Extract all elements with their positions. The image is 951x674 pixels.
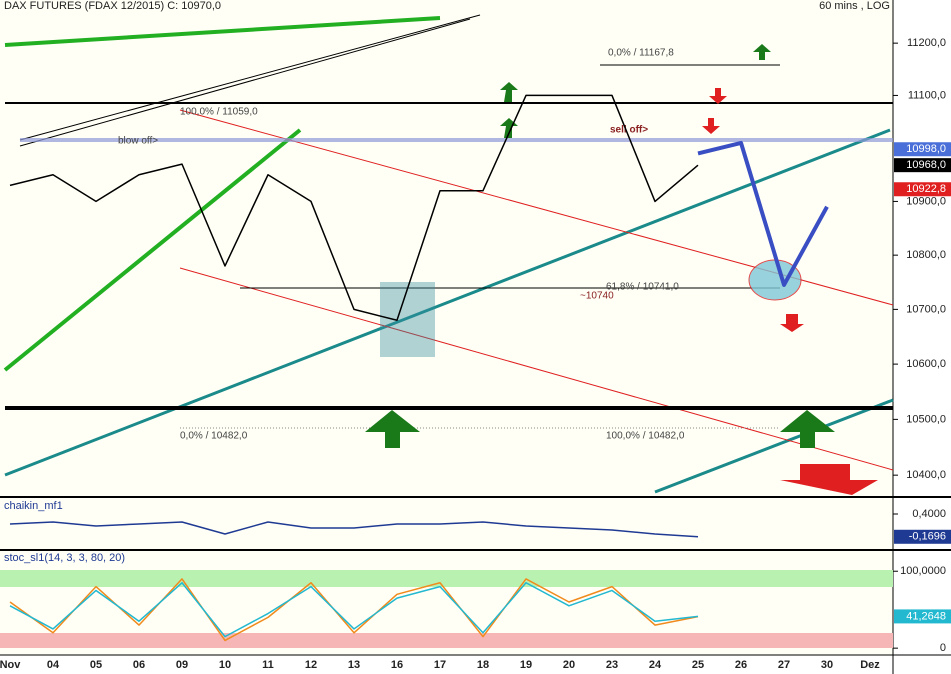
series-line bbox=[697, 140, 829, 287]
panel-title: chaikin_mf1 bbox=[4, 500, 63, 512]
annotation: 100,0% / 11059,0 bbox=[180, 107, 258, 118]
series-line bbox=[9, 521, 699, 538]
x-tick-label: 16 bbox=[391, 659, 403, 671]
trend-line bbox=[4, 128, 891, 477]
y-tick-label: 11100,0 bbox=[908, 89, 946, 101]
x-tick-label: 24 bbox=[649, 659, 662, 671]
x-tick-label: 23 bbox=[606, 659, 618, 671]
annotation: 100,0% / 10482,0 bbox=[606, 431, 685, 442]
arrow-down bbox=[702, 118, 720, 134]
price-label-box bbox=[894, 142, 951, 157]
x-tick-label: 04 bbox=[47, 659, 60, 671]
x-tick-label: 17 bbox=[434, 659, 446, 671]
price-label-box bbox=[894, 158, 951, 173]
x-tick-label: 05 bbox=[90, 659, 102, 671]
x-tick-label: 30 bbox=[821, 659, 833, 671]
x-tick-label: 11 bbox=[262, 659, 274, 671]
y-tick-label: 10500,0 bbox=[906, 413, 946, 425]
annotation: 0,0% / 10482,0 bbox=[180, 431, 248, 442]
x-tick-label: 12 bbox=[305, 659, 317, 671]
price-label: 10922,8 bbox=[906, 183, 946, 195]
axis-background bbox=[893, 0, 951, 674]
y-tick-label: 10900,0 bbox=[906, 195, 946, 207]
price-label-box bbox=[894, 609, 951, 624]
arrow-down bbox=[709, 88, 727, 104]
zone bbox=[380, 282, 435, 357]
arrow-up bbox=[365, 410, 420, 448]
trend-line bbox=[654, 398, 894, 494]
annotation: ~10740 bbox=[580, 291, 614, 302]
y-tick-label: 0 bbox=[940, 642, 946, 654]
x-tick-label: 25 bbox=[692, 659, 704, 671]
arrow-down bbox=[780, 314, 804, 332]
x-tick-label: 10 bbox=[219, 659, 231, 671]
x-tick-label: 18 bbox=[477, 659, 489, 671]
y-tick-label: 11200,0 bbox=[907, 37, 946, 49]
y-tick-label: 100,0000 bbox=[900, 565, 946, 577]
overbought-band bbox=[0, 570, 893, 587]
x-tick-label: Dez bbox=[860, 659, 880, 671]
price-label-box bbox=[894, 182, 951, 197]
drawings bbox=[3, 14, 894, 495]
chart-title: DAX FUTURES (FDAX 12/2015) C: 10970,0 bbox=[4, 0, 221, 12]
series-line bbox=[9, 582, 699, 638]
arrow-up bbox=[780, 410, 835, 448]
arrow-up bbox=[500, 82, 518, 102]
series-line bbox=[9, 94, 699, 322]
arrow-up bbox=[753, 44, 771, 60]
trend-line bbox=[3, 128, 302, 372]
plot-background bbox=[0, 0, 893, 655]
panel-title: stoc_sl1(14, 3, 3, 80, 20) bbox=[4, 552, 125, 564]
x-tick-label: 06 bbox=[133, 659, 145, 671]
x-tick-label: 26 bbox=[735, 659, 747, 671]
price-label: -0,1696 bbox=[909, 531, 946, 543]
x-tick-label: 19 bbox=[520, 659, 532, 671]
arrow-down bbox=[780, 464, 878, 495]
y-tick-label: 10400,0 bbox=[906, 469, 946, 481]
annotation: 0,0% / 11167,8 bbox=[608, 48, 674, 59]
x-tick-label: 20 bbox=[563, 659, 575, 671]
x-tick-label: 27 bbox=[778, 659, 790, 671]
annotation: blow off> bbox=[118, 136, 158, 147]
y-tick-label: 10700,0 bbox=[906, 303, 946, 315]
x-tick-label: Nov bbox=[0, 659, 21, 671]
x-tick-label: 13 bbox=[348, 659, 360, 671]
price-label: 10998,0 bbox=[906, 143, 946, 155]
channel-line bbox=[179, 267, 894, 471]
trend-line bbox=[19, 18, 471, 147]
y-tick-label: 10600,0 bbox=[906, 358, 946, 370]
y-tick-label: 10800,0 bbox=[906, 249, 946, 261]
annotation: sell off> bbox=[610, 125, 648, 136]
annotation: 61,8% / 10741,0 bbox=[606, 282, 679, 293]
y-tick-label: 0,4000 bbox=[912, 508, 946, 520]
trend-line bbox=[4, 16, 441, 47]
oversold-band bbox=[0, 633, 893, 648]
chart-subtitle: 60 mins , LOG bbox=[819, 0, 890, 12]
series-line bbox=[9, 578, 699, 642]
price-label: 41,2648 bbox=[906, 610, 946, 622]
trend-line bbox=[19, 14, 481, 141]
price-label-box bbox=[894, 529, 951, 544]
price-label: 10968,0 bbox=[906, 159, 946, 171]
x-tick-label: 09 bbox=[176, 659, 188, 671]
